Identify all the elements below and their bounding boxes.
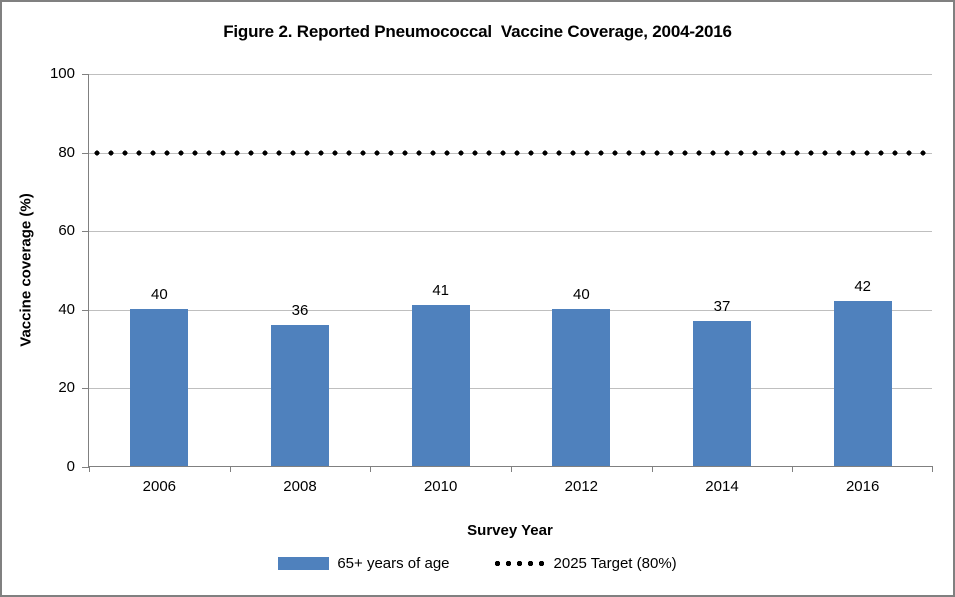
gridline <box>89 231 932 232</box>
bar-value-label: 40 <box>572 285 590 303</box>
x-tick-mark <box>932 466 933 472</box>
x-tick-mark <box>89 466 90 472</box>
x-tick-mark <box>792 466 793 472</box>
y-tick-label: 60 <box>58 222 75 239</box>
dotted-line-swatch-icon <box>491 560 546 567</box>
y-tick-mark <box>82 74 89 75</box>
bar <box>271 324 329 466</box>
y-tick-mark <box>82 467 89 468</box>
y-tick-label: 40 <box>58 301 75 318</box>
y-tick-label: 100 <box>49 65 75 82</box>
gridline <box>89 310 932 311</box>
y-tick-label: 0 <box>66 458 75 475</box>
y-tick-mark <box>82 388 89 389</box>
y-axis-title: Vaccine coverage (%) <box>17 193 35 347</box>
bar <box>411 304 470 466</box>
bar-series-swatch-icon <box>278 557 330 570</box>
x-tick-mark <box>370 466 371 472</box>
x-axis-title: Survey Year <box>467 522 553 539</box>
target-dotted-line <box>90 149 932 156</box>
bar <box>693 320 751 466</box>
gridline <box>89 74 932 75</box>
plot-area: 0 20 40 60 80 100 40 2006 36 2008 41 2010 40 2012 37 20… <box>50 65 933 495</box>
bar-value-label: 40 <box>150 285 168 303</box>
bar-value-label: 36 <box>291 301 309 319</box>
x-axis-label: 2008 <box>283 478 317 495</box>
x-axis-label: 2010 <box>423 478 458 495</box>
x-tick-mark <box>652 466 653 472</box>
y-tick-label: 20 <box>58 379 75 396</box>
y-tick-mark <box>82 153 89 154</box>
bar <box>833 300 892 466</box>
y-tick-label: 80 <box>58 144 75 161</box>
bar <box>552 308 611 466</box>
legend-label-target-line: 2025 Target (80%) <box>553 555 677 572</box>
bar <box>130 308 189 466</box>
legend-item-bar-series: 65+ years of age <box>278 555 450 572</box>
chart-title: Figure 2. Reported Pneumococcal Vaccine … <box>223 22 732 41</box>
x-axis-label: 2006 <box>142 478 177 495</box>
bar-value-label: 42 <box>854 277 871 295</box>
x-axis-label: 2012 <box>564 478 599 495</box>
legend-item-target-line: 2025 Target (80%) <box>491 555 677 572</box>
bar-value-label: 37 <box>713 297 731 315</box>
legend: 65+ years of age 2025 Target (80%) <box>2 555 953 572</box>
y-tick-mark <box>82 231 89 232</box>
gridline <box>89 388 932 389</box>
x-axis-label: 2016 <box>845 478 880 495</box>
x-axis-label: 2014 <box>705 478 739 495</box>
x-tick-mark <box>230 466 231 472</box>
legend-label-bar-series: 65+ years of age <box>337 555 450 572</box>
bar-value-label: 41 <box>432 281 449 299</box>
x-tick-mark <box>511 466 512 472</box>
y-tick-mark <box>82 310 89 311</box>
